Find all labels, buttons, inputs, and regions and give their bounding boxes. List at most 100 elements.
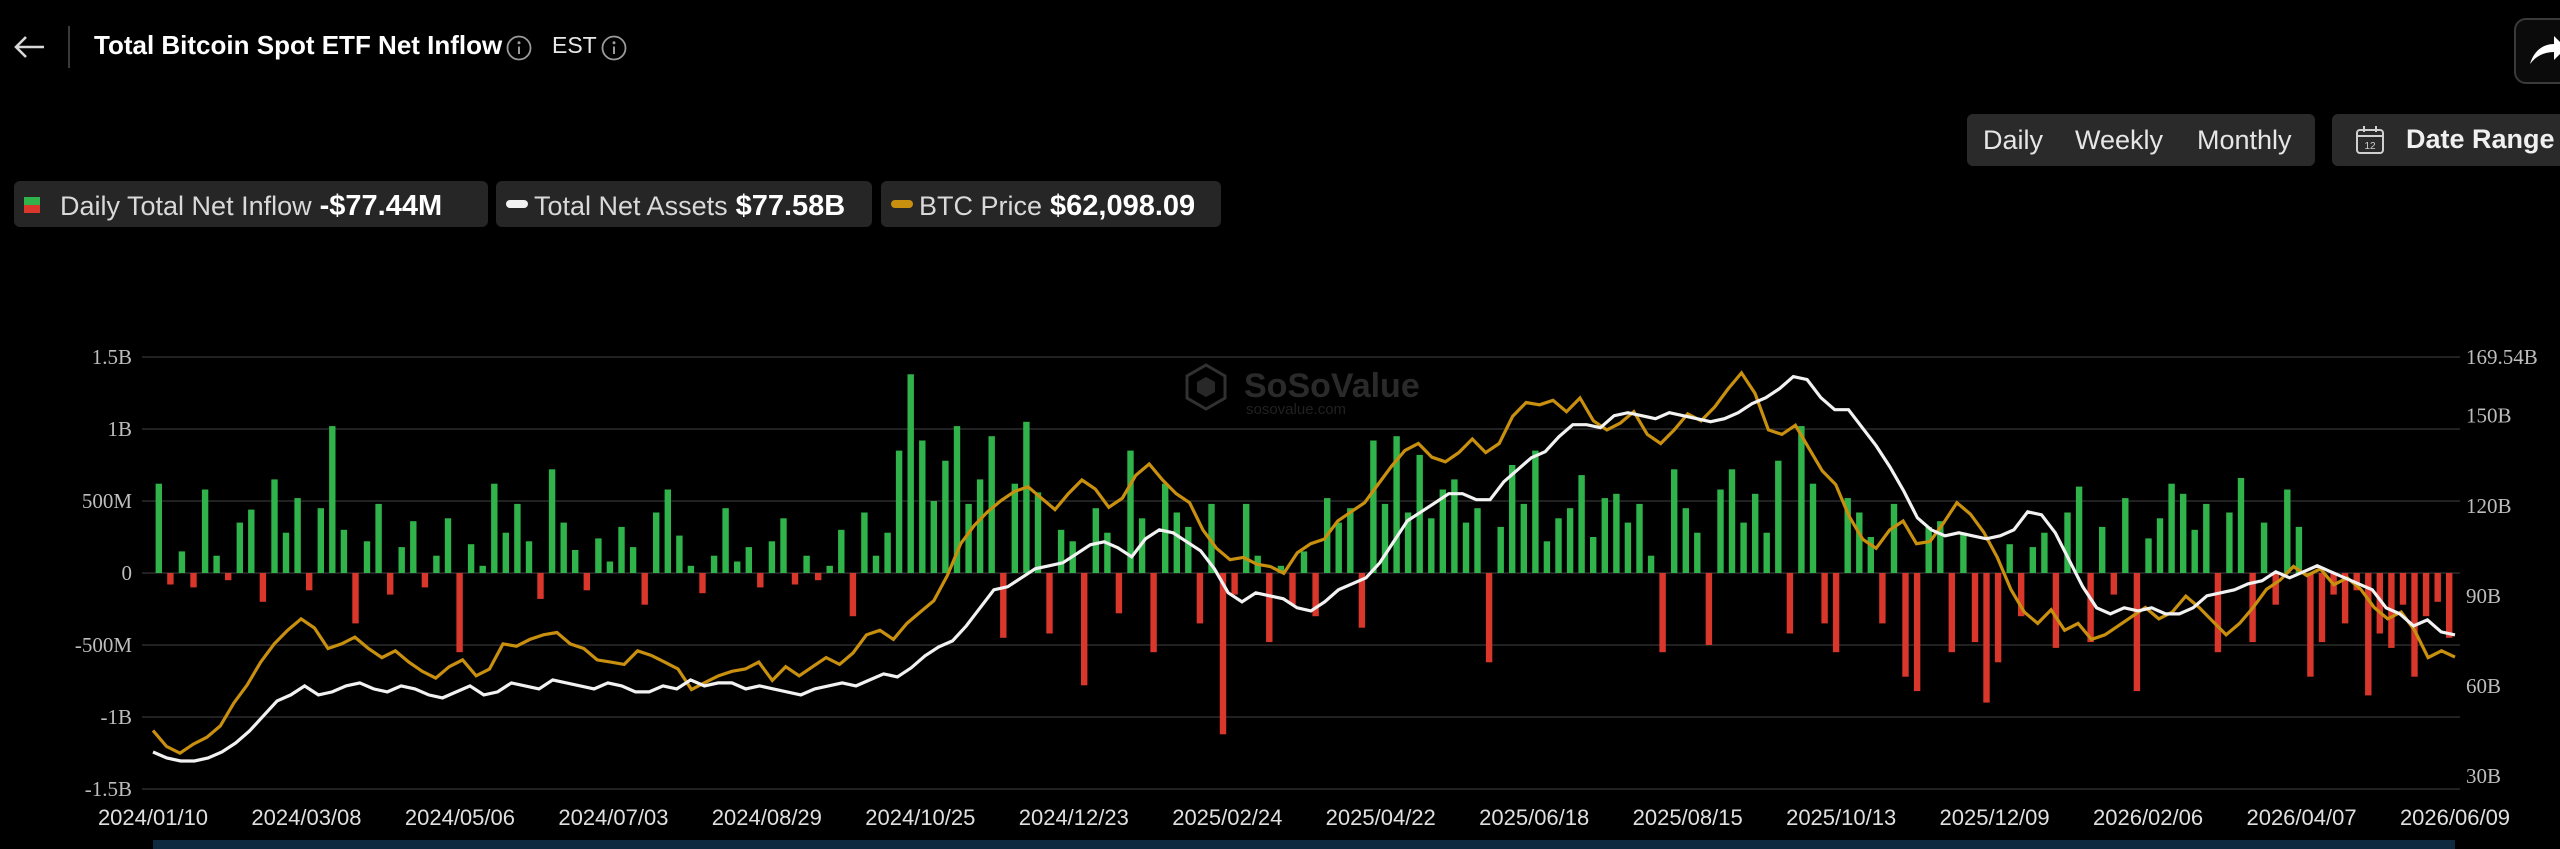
inflow-bar	[560, 522, 567, 573]
x-tick-label: 2026/04/07	[2246, 805, 2356, 830]
inflow-bar	[1902, 573, 1909, 677]
inflow-bar	[1381, 503, 1389, 573]
page-title: Total Bitcoin Spot ETF Net Inflow	[94, 30, 503, 60]
x-tick-label: 2024/03/08	[251, 805, 361, 830]
inflow-bar	[387, 573, 394, 595]
inflow-bar	[340, 529, 348, 573]
inflow-bar	[1890, 503, 1898, 573]
inflow-bar	[1439, 489, 1446, 573]
inflow-bar	[1821, 573, 1828, 624]
inflow-bar	[1289, 573, 1296, 605]
date-range-button[interactable]: 12 Date Range	[2332, 114, 2560, 166]
legend-daily-net-inflow[interactable]: Daily Total Net Inflow -$77.44M	[14, 181, 488, 227]
right-tick-label: 90B	[2466, 584, 2501, 608]
inflow-bar	[2122, 498, 2129, 573]
inflow-bar	[190, 573, 197, 588]
x-tick-label: 2024/05/06	[405, 805, 515, 830]
inflow-bar	[178, 551, 186, 573]
inflow-bar	[167, 573, 174, 585]
inflow-bar	[930, 501, 937, 573]
inflow-bar	[1497, 526, 1504, 573]
inflow-bar	[537, 573, 544, 599]
legend-label: Daily Total Net Inflow	[60, 191, 312, 221]
inflow-bar	[1832, 573, 1840, 653]
inflow-bar	[1127, 450, 1134, 573]
inflow-bar	[1300, 551, 1308, 573]
inflow-bar	[1173, 512, 1180, 573]
inflow-bar	[1798, 426, 1805, 573]
inflow-bar	[155, 483, 162, 573]
inflow-bar	[1081, 573, 1088, 686]
x-tick-label: 2025/06/18	[1479, 805, 1589, 830]
left-tick-label: -500M	[75, 633, 132, 657]
inflow-bar	[1092, 508, 1099, 573]
range-slider[interactable]	[153, 840, 2455, 849]
legend-btc-price[interactable]: BTC Price $62,098.09	[881, 181, 1221, 227]
inflow-bar	[525, 541, 533, 573]
inflow-bar	[352, 573, 359, 624]
inflow-bar	[942, 460, 949, 573]
inflow-bar	[2446, 573, 2453, 638]
inflow-bar	[1543, 541, 1551, 573]
inflow-bar	[282, 532, 290, 573]
inflow-bar	[1462, 522, 1470, 573]
inflow-bar	[1994, 573, 2002, 663]
inflow-bar	[2180, 493, 2187, 573]
header-divider	[68, 26, 70, 68]
inflow-bar	[849, 573, 857, 617]
x-tick-label: 2025/10/13	[1786, 805, 1896, 830]
share-button[interactable]	[2514, 18, 2560, 84]
x-tick-label: 2026/02/06	[2093, 805, 2203, 830]
title-info-button[interactable]	[505, 34, 533, 67]
inflow-bar	[2041, 532, 2048, 573]
inflow-bar	[1728, 469, 1736, 573]
tab-daily[interactable]: Daily	[1983, 125, 2044, 155]
inflow-bar	[861, 512, 868, 573]
inflow-bar	[618, 526, 625, 573]
inflow-bar	[2226, 512, 2233, 573]
inflow-bar	[1428, 518, 1435, 573]
inflow-bar	[1983, 573, 1990, 703]
inflow-bar	[2214, 573, 2222, 653]
inflow-bar	[1705, 573, 1713, 645]
tab-monthly[interactable]: Monthly	[2197, 125, 2292, 155]
inflow-bar	[479, 565, 486, 573]
inflow-bar	[1844, 498, 1851, 573]
legend-total-net-assets[interactable]: Total Net Assets $77.58B	[496, 181, 872, 227]
inflow-bar	[2075, 486, 2083, 573]
inflow-bar	[2156, 518, 2164, 573]
inflow-bar	[1474, 508, 1481, 573]
inflow-bar	[2133, 573, 2141, 692]
x-tick-label: 2025/02/24	[1172, 805, 1282, 830]
inflow-bar	[1243, 503, 1250, 573]
left-axis: 1.5B 1B 500M 0 -500M -1B -1.5B	[75, 345, 132, 801]
inflow-bar	[375, 503, 382, 573]
inflow-bar	[456, 573, 463, 653]
inflow-bar	[976, 479, 984, 573]
inflow-bar	[1046, 573, 1053, 634]
legend-value: $77.58B	[735, 190, 846, 222]
inflow-bar	[1509, 465, 1516, 573]
inflow-bar	[1717, 489, 1724, 573]
inflow-bar	[2434, 573, 2441, 602]
inflow-bar	[2284, 489, 2291, 573]
inflow-bar	[1624, 522, 1632, 573]
x-tick-label: 2025/04/22	[1326, 805, 1436, 830]
inflow-bar	[2237, 478, 2245, 573]
back-button[interactable]	[8, 26, 48, 66]
timezone-info-button[interactable]	[600, 34, 628, 67]
right-tick-label: 150B	[2466, 404, 2512, 428]
inflow-bar	[595, 538, 602, 573]
chart-header: Total Bitcoin Spot ETF Net Inflow EST	[0, 0, 2560, 96]
inflow-bar	[664, 489, 671, 573]
watermark-url: sosovalue.com	[1246, 401, 1346, 418]
inflow-bars	[155, 374, 2453, 735]
inflow-bar	[1636, 503, 1643, 573]
tab-weekly[interactable]: Weekly	[2075, 125, 2164, 155]
inflow-bar	[1150, 573, 1157, 653]
x-tick-label: 2026/06/09	[2400, 805, 2510, 830]
right-tick-label: 30B	[2466, 764, 2501, 788]
inflow-bar	[919, 440, 926, 573]
arrow-left-icon	[14, 36, 44, 58]
